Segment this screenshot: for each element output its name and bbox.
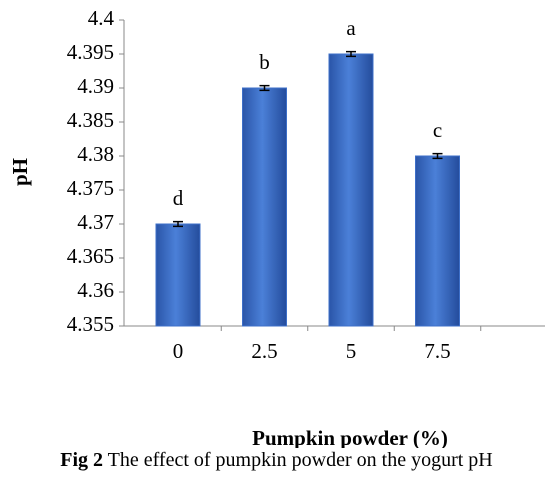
x-tick-label: 0 (173, 339, 184, 363)
caption-text: The effect of pumpkin powder on the yogu… (107, 449, 493, 471)
x-axis-title: Pumpkin powder (%) (252, 426, 448, 448)
significance-letter: b (259, 50, 270, 74)
significance-letter: c (433, 118, 442, 142)
y-tick-label: 4.38 (77, 142, 114, 166)
significance-letter: a (346, 16, 356, 40)
x-tick-label: 7.5 (424, 339, 450, 363)
y-tick-label: 4.375 (67, 176, 114, 200)
x-tick-label: 2.5 (251, 339, 277, 363)
chart: pH Pumpkin powder (%) 4.355 4.36 4.365 4.37… (8, 6, 545, 448)
y-tick-label: 4.36 (77, 278, 114, 302)
x-tick-label: 5 (346, 339, 357, 363)
y-tick-label: 4.395 (67, 40, 114, 64)
caption-label: Fig 2 (60, 449, 104, 471)
y-tick-label: 4.4 (88, 6, 115, 30)
bar (242, 87, 287, 327)
significance-letter: d (173, 186, 184, 210)
bar (155, 223, 201, 327)
bar (415, 155, 460, 327)
caption: Fig 2 The effect of pumpkin powder on th… (0, 449, 553, 471)
y-tick-label: 4.385 (67, 108, 114, 132)
y-axis-title: pH (8, 158, 32, 186)
y-tick-label: 4.365 (67, 244, 114, 268)
y-tick-label: 4.37 (77, 210, 114, 234)
y-tick-label: 4.39 (77, 74, 114, 98)
y-tick-label: 4.355 (67, 312, 114, 336)
bar (328, 53, 374, 327)
